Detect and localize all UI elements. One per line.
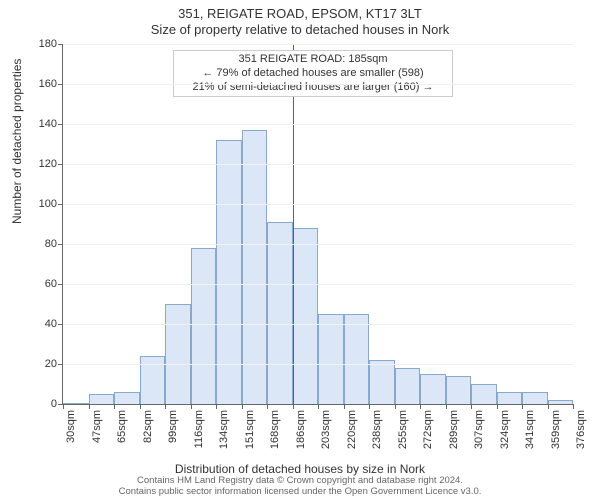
x-axis-label: Distribution of detached houses by size …	[0, 462, 600, 476]
x-tick-label: 220sqm	[346, 410, 358, 449]
x-tick-label: 238sqm	[371, 410, 383, 449]
histogram-bar	[165, 304, 191, 404]
histogram-bar	[548, 400, 574, 404]
gridline	[63, 44, 573, 45]
histogram-bar	[63, 403, 89, 404]
chart-container: 351, REIGATE ROAD, EPSOM, KT17 3LT Size …	[0, 0, 600, 500]
marker-line	[293, 44, 294, 404]
histogram-bar	[293, 228, 319, 404]
x-tick-mark	[293, 404, 294, 409]
x-tick-label: 289sqm	[448, 410, 460, 449]
x-tick-mark	[420, 404, 421, 409]
x-tick-mark	[344, 404, 345, 409]
histogram-bar	[318, 314, 344, 404]
histogram-bar	[267, 222, 293, 404]
histogram-bar	[369, 360, 395, 404]
histogram-bar	[242, 130, 268, 404]
x-tick-label: 47sqm	[91, 410, 103, 443]
x-tick-label: 99sqm	[167, 410, 179, 443]
x-tick-mark	[471, 404, 472, 409]
histogram-bar	[114, 392, 140, 404]
x-tick-label: 65sqm	[116, 410, 128, 443]
gridline	[63, 164, 573, 165]
x-tick-label: 134sqm	[218, 410, 230, 449]
callout-line-3: 21% of semi-detached houses are larger (…	[178, 81, 448, 95]
x-tick-label: 255sqm	[397, 410, 409, 449]
x-tick-mark	[497, 404, 498, 409]
x-tick-label: 168sqm	[269, 410, 281, 449]
gridline	[63, 364, 573, 365]
x-tick-mark	[165, 404, 166, 409]
gridline	[63, 324, 573, 325]
x-tick-mark	[548, 404, 549, 409]
callout-line-1: 351 REIGATE ROAD: 185sqm	[178, 53, 448, 67]
x-tick-mark	[191, 404, 192, 409]
gridline	[63, 284, 573, 285]
x-tick-label: 272sqm	[422, 410, 434, 449]
y-tick-label: 20	[45, 358, 63, 370]
histogram-bar	[420, 374, 446, 404]
x-tick-label: 151sqm	[244, 410, 256, 449]
histogram-bar	[497, 392, 523, 404]
x-tick-label: 376sqm	[575, 410, 587, 449]
x-tick-label: 30sqm	[65, 410, 77, 443]
histogram-bar	[191, 248, 217, 404]
y-tick-label: 0	[51, 398, 63, 410]
footer-attribution: Contains HM Land Registry data © Crown c…	[0, 476, 600, 498]
chart-subtitle: Size of property relative to detached ho…	[0, 22, 600, 40]
callout-line-2: ← 79% of detached houses are smaller (59…	[178, 67, 448, 81]
y-tick-label: 120	[39, 158, 63, 170]
y-tick-label: 80	[45, 238, 63, 250]
chart-title: 351, REIGATE ROAD, EPSOM, KT17 3LT	[0, 0, 600, 22]
x-tick-mark	[318, 404, 319, 409]
histogram-bar	[89, 394, 115, 404]
y-tick-label: 140	[39, 118, 63, 130]
x-tick-mark	[242, 404, 243, 409]
x-tick-mark	[369, 404, 370, 409]
x-tick-mark	[216, 404, 217, 409]
x-tick-label: 341sqm	[524, 410, 536, 449]
y-tick-label: 60	[45, 278, 63, 290]
callout-box: 351 REIGATE ROAD: 185sqm ← 79% of detach…	[173, 50, 453, 97]
histogram-bar	[395, 368, 421, 404]
histogram-bar	[522, 392, 548, 404]
x-tick-mark	[395, 404, 396, 409]
bars-layer	[63, 44, 573, 404]
x-tick-label: 359sqm	[550, 410, 562, 449]
gridline	[63, 84, 573, 85]
footer-line-2: Contains public sector information licen…	[0, 487, 600, 498]
gridline	[63, 204, 573, 205]
x-tick-label: 324sqm	[499, 410, 511, 449]
x-tick-mark	[114, 404, 115, 409]
y-tick-label: 160	[39, 78, 63, 90]
x-tick-mark	[267, 404, 268, 409]
x-tick-mark	[446, 404, 447, 409]
x-tick-label: 186sqm	[295, 410, 307, 449]
x-tick-mark	[63, 404, 64, 409]
x-tick-mark	[573, 404, 574, 409]
histogram-bar	[344, 314, 370, 404]
histogram-bar	[471, 384, 497, 404]
x-tick-label: 203sqm	[320, 410, 332, 449]
x-tick-mark	[522, 404, 523, 409]
gridline	[63, 124, 573, 125]
histogram-bar	[446, 376, 472, 404]
y-tick-label: 40	[45, 318, 63, 330]
y-tick-label: 180	[39, 38, 63, 50]
x-tick-label: 116sqm	[193, 410, 205, 448]
y-axis-label: Number of detached properties	[10, 59, 24, 224]
plot-area: 351 REIGATE ROAD: 185sqm ← 79% of detach…	[62, 44, 573, 405]
y-tick-label: 100	[39, 198, 63, 210]
x-tick-label: 82sqm	[142, 410, 154, 443]
x-tick-label: 307sqm	[473, 410, 485, 449]
gridline	[63, 244, 573, 245]
x-tick-mark	[89, 404, 90, 409]
x-tick-mark	[140, 404, 141, 409]
